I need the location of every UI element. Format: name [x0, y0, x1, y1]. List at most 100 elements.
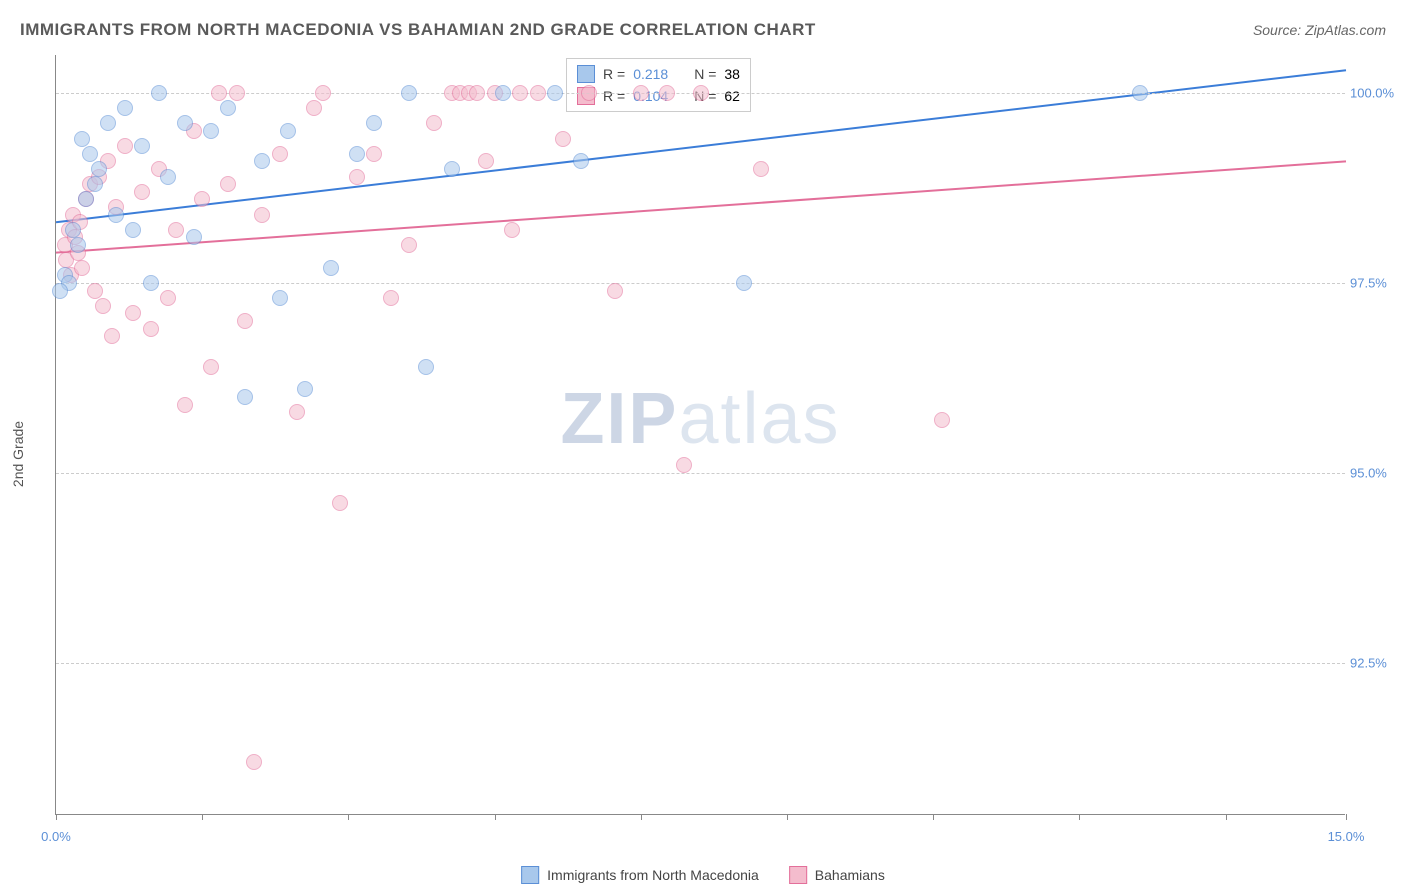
xtick: [1226, 814, 1227, 820]
xtick: [56, 814, 57, 820]
data-point: [366, 146, 382, 162]
data-point: [143, 321, 159, 337]
data-point: [143, 275, 159, 291]
legend-label-2: Bahamians: [815, 867, 885, 883]
r-value-1: 0.218: [633, 66, 678, 82]
gridline: [56, 283, 1345, 284]
data-point: [530, 85, 546, 101]
data-point: [186, 229, 202, 245]
data-point: [607, 283, 623, 299]
data-point: [332, 495, 348, 511]
data-point: [87, 283, 103, 299]
data-point: [108, 207, 124, 223]
data-point: [91, 161, 107, 177]
data-point: [203, 359, 219, 375]
data-point: [220, 176, 236, 192]
data-point: [444, 161, 460, 177]
xtick: [933, 814, 934, 820]
ytick-label: 92.5%: [1350, 656, 1405, 671]
data-point: [151, 85, 167, 101]
xtick: [495, 814, 496, 820]
xtick: [1079, 814, 1080, 820]
data-point: [693, 85, 709, 101]
data-point: [82, 146, 98, 162]
data-point: [65, 222, 81, 238]
data-point: [547, 85, 563, 101]
data-point: [315, 85, 331, 101]
xtick: [787, 814, 788, 820]
data-point: [177, 397, 193, 413]
plot-area: ZIPatlas R = 0.218 N = 38 R = 0.104 N = …: [55, 55, 1345, 815]
data-point: [117, 100, 133, 116]
ytick-label: 100.0%: [1350, 86, 1405, 101]
legend-swatch-1: [521, 866, 539, 884]
chart-title: IMMIGRANTS FROM NORTH MACEDONIA VS BAHAM…: [20, 20, 816, 40]
xtick-label: 15.0%: [1328, 829, 1365, 844]
data-point: [125, 305, 141, 321]
ytick-label: 97.5%: [1350, 276, 1405, 291]
data-point: [306, 100, 322, 116]
gridline: [56, 663, 1345, 664]
data-point: [383, 290, 399, 306]
data-point: [211, 85, 227, 101]
data-point: [349, 146, 365, 162]
n-value-2: 62: [724, 88, 740, 104]
swatch-series-1: [577, 65, 595, 83]
data-point: [87, 176, 103, 192]
n-label-1: N =: [694, 66, 716, 82]
legend-swatch-2: [789, 866, 807, 884]
data-point: [220, 100, 236, 116]
data-point: [52, 283, 68, 299]
data-point: [297, 381, 313, 397]
data-point: [125, 222, 141, 238]
data-point: [401, 237, 417, 253]
legend-label-1: Immigrants from North Macedonia: [547, 867, 759, 883]
data-point: [78, 191, 94, 207]
data-point: [160, 169, 176, 185]
data-point: [504, 222, 520, 238]
data-point: [753, 161, 769, 177]
data-point: [237, 313, 253, 329]
bottom-legend: Immigrants from North Macedonia Bahamian…: [521, 866, 885, 884]
xtick: [202, 814, 203, 820]
data-point: [659, 85, 675, 101]
data-point: [100, 115, 116, 131]
xtick: [641, 814, 642, 820]
data-point: [934, 412, 950, 428]
xtick: [348, 814, 349, 820]
data-point: [246, 754, 262, 770]
data-point: [366, 115, 382, 131]
chart-source: Source: ZipAtlas.com: [1253, 22, 1386, 38]
data-point: [676, 457, 692, 473]
xtick-label: 0.0%: [41, 829, 71, 844]
ytick-label: 95.0%: [1350, 466, 1405, 481]
legend-item-1: Immigrants from North Macedonia: [521, 866, 759, 884]
data-point: [168, 222, 184, 238]
n-value-1: 38: [724, 66, 740, 82]
r-label-1: R =: [603, 66, 625, 82]
trend-lines: [56, 55, 1345, 814]
data-point: [254, 207, 270, 223]
data-point: [194, 191, 210, 207]
data-point: [95, 298, 111, 314]
data-point: [736, 275, 752, 291]
chart-header: IMMIGRANTS FROM NORTH MACEDONIA VS BAHAM…: [20, 20, 1386, 40]
data-point: [117, 138, 133, 154]
data-point: [289, 404, 305, 420]
data-point: [418, 359, 434, 375]
data-point: [401, 85, 417, 101]
y-axis-label: 2nd Grade: [10, 421, 26, 487]
data-point: [237, 389, 253, 405]
stats-row-series-1: R = 0.218 N = 38: [577, 63, 740, 85]
gridline: [56, 473, 1345, 474]
legend-item-2: Bahamians: [789, 866, 885, 884]
data-point: [495, 85, 511, 101]
data-point: [203, 123, 219, 139]
data-point: [478, 153, 494, 169]
data-point: [104, 328, 120, 344]
xtick: [1346, 814, 1347, 820]
r-label-2: R =: [603, 88, 625, 104]
data-point: [280, 123, 296, 139]
data-point: [160, 290, 176, 306]
data-point: [177, 115, 193, 131]
